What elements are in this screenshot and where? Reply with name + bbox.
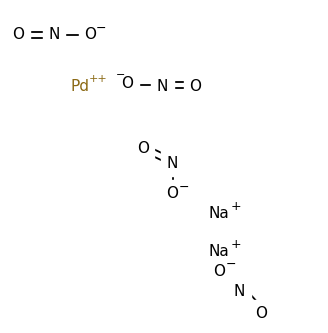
Text: −: − [225,258,236,271]
Text: Na: Na [209,244,230,259]
Text: −: − [179,181,190,194]
Text: O: O [137,141,149,156]
Text: O: O [255,305,267,321]
Text: −: − [96,22,106,35]
Text: N: N [49,27,60,43]
Text: O: O [189,79,201,94]
Text: N: N [157,79,168,94]
Text: Na: Na [209,205,230,221]
Text: −: − [116,70,125,80]
Text: ++: ++ [89,74,108,84]
Text: O: O [213,264,225,279]
Text: +: + [231,200,241,213]
Text: O: O [84,27,96,43]
Text: +: + [231,238,241,251]
Text: N: N [234,284,245,299]
Text: N: N [167,156,178,171]
Text: Pd: Pd [71,79,90,94]
Text: O: O [166,185,178,201]
Text: O: O [12,27,24,43]
Text: O: O [121,76,133,91]
